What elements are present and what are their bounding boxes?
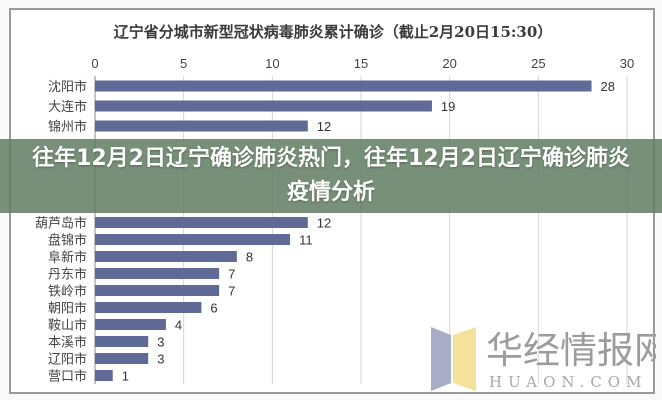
- watermark-logo: 华经情报网 HUAON.COM: [431, 327, 656, 391]
- category-label: 阜新市: [48, 250, 87, 266]
- bar: [95, 302, 202, 313]
- category-label: 铁岭市: [48, 284, 87, 300]
- data-label: 3: [157, 352, 164, 367]
- category-label: 葫芦岛市: [35, 216, 87, 232]
- data-label: 7: [228, 284, 235, 299]
- category-label: 盘锦市: [48, 233, 87, 249]
- x-tick-label: 25: [531, 56, 545, 71]
- data-label: 11: [299, 233, 313, 248]
- data-label: 1: [122, 369, 129, 384]
- data-label: 3: [157, 335, 164, 350]
- category-label: 朝阳市: [48, 301, 87, 317]
- x-tick-label: 10: [265, 56, 279, 71]
- category-label: 营口市: [48, 369, 87, 385]
- bar: [95, 319, 166, 330]
- bar: [95, 251, 237, 262]
- bar: [95, 336, 149, 347]
- watermark-name: 华经情报网: [486, 329, 656, 372]
- category-label: 丹东市: [48, 267, 87, 283]
- category-label: 沈阳市: [48, 79, 87, 95]
- data-label: 28: [601, 79, 615, 94]
- category-label: 大连市: [48, 99, 87, 115]
- logo-right-shape: [453, 327, 476, 391]
- bar: [95, 268, 220, 279]
- bar: [95, 120, 308, 132]
- category-label: 本溪市: [48, 335, 87, 351]
- data-label: 19: [441, 99, 455, 114]
- data-label: 8: [246, 250, 253, 265]
- category-label: 锦州市: [48, 119, 87, 135]
- chart-title: 辽宁省分城市新型冠状病毒肺炎累计确诊（截止2月20日15:30）: [114, 23, 553, 41]
- logo-left-shape: [431, 327, 451, 391]
- data-label: 12: [317, 216, 331, 231]
- bar: [95, 217, 308, 228]
- x-tick-label: 30: [620, 56, 634, 71]
- headline-text: 往年12月2日辽宁确诊肺炎热门，往年12月2日辽宁确诊肺炎疫情分析: [32, 146, 630, 205]
- x-tick-label: 15: [354, 56, 368, 71]
- bar: [95, 285, 220, 296]
- category-label: 鞍山市: [48, 318, 87, 334]
- bar: [95, 80, 592, 92]
- bar: [95, 370, 113, 381]
- data-label: 12: [317, 119, 331, 134]
- category-label: 辽阳市: [48, 352, 87, 368]
- x-tick-label: 5: [180, 56, 187, 71]
- watermark-domain: HUAON.COM: [489, 373, 647, 391]
- headline-banner: 往年12月2日辽宁确诊肺炎热门，往年12月2日辽宁确诊肺炎疫情分析: [0, 139, 662, 213]
- x-tick-label: 20: [442, 56, 456, 71]
- bar: [95, 100, 432, 112]
- data-label: 7: [228, 267, 235, 282]
- data-label: 6: [210, 301, 217, 316]
- x-tick-label: 0: [91, 56, 98, 71]
- data-label: 4: [175, 318, 182, 333]
- bar: [95, 234, 291, 245]
- bar: [95, 353, 149, 364]
